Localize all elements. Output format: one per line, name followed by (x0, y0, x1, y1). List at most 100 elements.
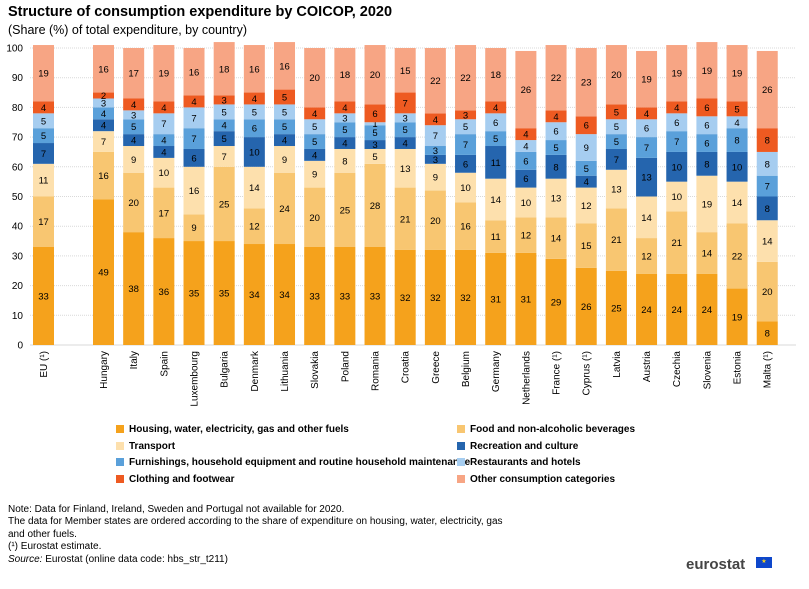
data-label: 26 (581, 302, 592, 313)
data-label: 7 (403, 98, 408, 109)
bar-segment (605, 208, 627, 271)
x-tick-label: Luxembourg (190, 351, 201, 407)
data-label: 34 (249, 290, 260, 301)
data-label: 4 (222, 121, 227, 132)
data-label: 20 (762, 287, 773, 298)
bar-segment (545, 217, 567, 259)
data-label: 6 (372, 109, 377, 120)
data-label: 4 (161, 147, 166, 158)
data-label: 4 (674, 103, 679, 114)
bar-segment (666, 113, 688, 132)
data-label: 24 (279, 204, 290, 215)
bar-segment (123, 110, 145, 120)
bar-segment (304, 134, 326, 149)
data-label: 49 (98, 268, 109, 279)
bar-segment (485, 113, 507, 132)
data-label: 9 (312, 170, 317, 181)
data-label: 3 (372, 140, 377, 151)
data-label: 18 (219, 64, 230, 75)
bar-segment (545, 258, 567, 345)
bar-segment (394, 148, 416, 188)
bar-segment (726, 101, 748, 117)
x-tick-label: Italy (129, 351, 140, 369)
bar-segment (33, 45, 54, 102)
data-label: 4 (131, 100, 136, 111)
bar-segment (394, 92, 416, 114)
bar-segment (515, 151, 537, 170)
data-label: 14 (702, 248, 713, 259)
data-label: 5 (403, 125, 408, 136)
data-label: 6 (252, 124, 257, 135)
data-label: 25 (340, 205, 351, 216)
x-tick-label: Latvia (612, 351, 623, 378)
bar-segment (153, 157, 175, 188)
bar-segment (153, 187, 175, 239)
bar-segment (123, 48, 145, 99)
data-label: 4 (433, 115, 438, 126)
data-label: 2 (101, 91, 106, 102)
data-label: 13 (611, 185, 622, 196)
data-label: 13 (641, 173, 652, 184)
x-tick-label: Germany (491, 351, 502, 392)
data-label: 22 (732, 251, 743, 262)
data-label: 6 (584, 121, 589, 132)
bar-segment (334, 148, 356, 173)
bar-segment (455, 154, 477, 173)
bar-segment (334, 113, 356, 123)
bar-segment (605, 169, 627, 209)
bar-segment (666, 151, 688, 182)
data-label: 3 (433, 155, 438, 166)
bar-segment (183, 166, 205, 215)
bar-segment (364, 140, 386, 149)
data-label: 25 (611, 303, 622, 314)
bar-segment (666, 181, 688, 212)
bar-segment (515, 217, 537, 253)
bar-segment (636, 196, 658, 239)
data-label: 20 (611, 70, 622, 81)
data-label: 35 (219, 289, 230, 300)
legend-item: Other consumption categories (457, 474, 615, 485)
bar-segment (213, 119, 235, 132)
y-tick-label: 10 (12, 311, 24, 322)
data-label: 18 (340, 70, 351, 81)
bar-segment (605, 104, 627, 120)
y-tick-label: 50 (12, 192, 24, 203)
data-label: 6 (463, 159, 468, 170)
data-label: 3 (131, 110, 136, 121)
data-label: 19 (641, 75, 652, 86)
data-label: 19 (702, 199, 713, 210)
y-tick-label: 20 (12, 281, 24, 292)
bar-segment (666, 211, 688, 274)
bar-segment (304, 187, 326, 247)
bar-segment (545, 45, 567, 111)
x-tick-label: Estonia (733, 351, 744, 385)
data-label: 5 (282, 93, 287, 104)
data-label: 33 (370, 291, 381, 302)
data-label: 5 (734, 104, 739, 115)
bar-segment (394, 113, 416, 123)
bar-segment (575, 223, 597, 268)
bar-segment (696, 175, 718, 233)
data-label: 4 (131, 136, 136, 147)
data-label: 29 (551, 297, 562, 308)
bar-segment (213, 95, 235, 105)
legend-label: Furnishings, household equipment and rou… (129, 457, 471, 468)
y-tick-label: 60 (12, 162, 24, 173)
bar-segment (334, 48, 356, 102)
x-tick-label: Romania (371, 351, 382, 391)
bar-segment (304, 119, 326, 135)
legend-swatch (116, 425, 124, 433)
note-line-3: and other fuels. (8, 528, 77, 540)
data-label: 16 (279, 61, 290, 72)
bar-segment (123, 119, 145, 135)
data-label: 17 (128, 69, 139, 80)
bar-segment (726, 151, 748, 182)
bar-segment (33, 143, 54, 164)
data-label: 19 (732, 312, 743, 323)
bar-segment (666, 101, 688, 114)
bar-segment (364, 163, 386, 247)
bar-segment (274, 104, 296, 120)
data-label: 7 (161, 119, 166, 130)
x-tick-label: Denmark (250, 350, 261, 392)
data-label: 4 (312, 150, 317, 161)
